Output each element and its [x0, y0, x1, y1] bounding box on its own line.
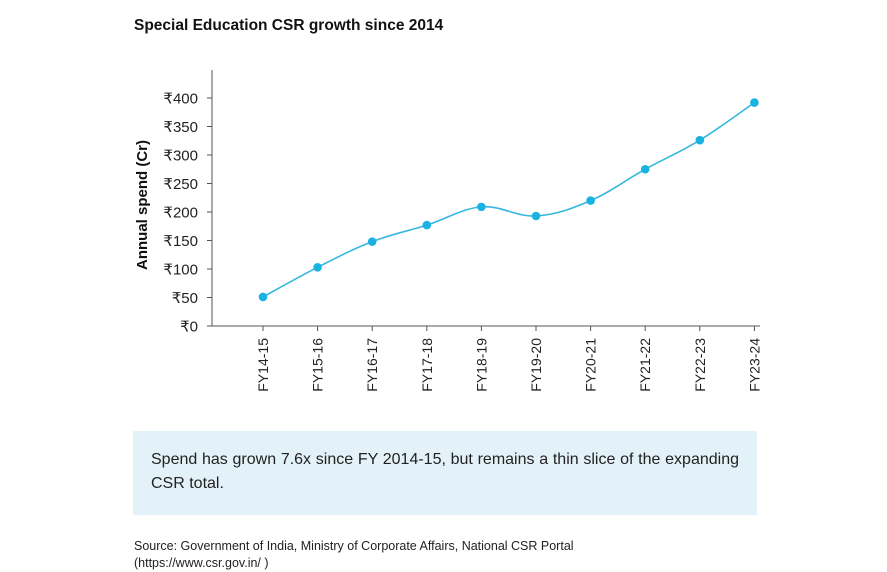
x-tick-label: FY19-20 — [528, 338, 544, 392]
y-tick-label: ₹50 — [172, 290, 198, 307]
y-tick-label: ₹300 — [163, 148, 198, 165]
data-point — [367, 237, 377, 246]
x-tick-label: FY22-23 — [692, 338, 708, 392]
data-point — [586, 196, 595, 205]
y-axis-label: Annual spend (Cr) — [134, 140, 151, 270]
data-point — [750, 98, 759, 107]
data-point — [695, 135, 705, 145]
x-tick-label: FY16-17 — [364, 338, 380, 392]
chart-title: Special Education CSR growth since 2014 — [134, 17, 444, 34]
y-tick-label: ₹400 — [163, 91, 198, 108]
insight-note: Spend has grown 7.6x since FY 2014-15, b… — [133, 431, 757, 515]
series-line — [262, 101, 755, 298]
x-tick-label: FY15-16 — [310, 338, 326, 392]
x-tick-label: FY21-22 — [637, 338, 653, 392]
data-point — [640, 164, 650, 174]
data-point — [477, 202, 486, 212]
x-tick-label: FY14-15 — [255, 338, 271, 392]
y-tick-label: ₹350 — [163, 119, 198, 136]
x-tick-label: FY17-18 — [419, 338, 435, 392]
y-tick-label: ₹150 — [163, 233, 198, 250]
x-tick-label: FY23-24 — [746, 338, 762, 392]
y-tick-label: ₹100 — [163, 262, 198, 279]
data-point — [422, 220, 432, 230]
data-point — [531, 211, 541, 221]
x-tick-label: FY18-19 — [473, 338, 489, 392]
line-chart: ₹0 ₹50 ₹100 ₹150 ₹200 ₹250 ₹300 ₹350 ₹400 FY14-1… — [134, 70, 762, 392]
source-citation: Source: Government of India, Ministry of… — [134, 539, 574, 570]
data-point — [313, 262, 322, 272]
y-tick-label: ₹250 — [163, 176, 198, 193]
data-point — [258, 292, 268, 302]
x-tick-label: FY20-21 — [583, 338, 599, 392]
y-tick-label: ₹200 — [163, 205, 198, 222]
y-tick-label: ₹0 — [180, 319, 198, 336]
